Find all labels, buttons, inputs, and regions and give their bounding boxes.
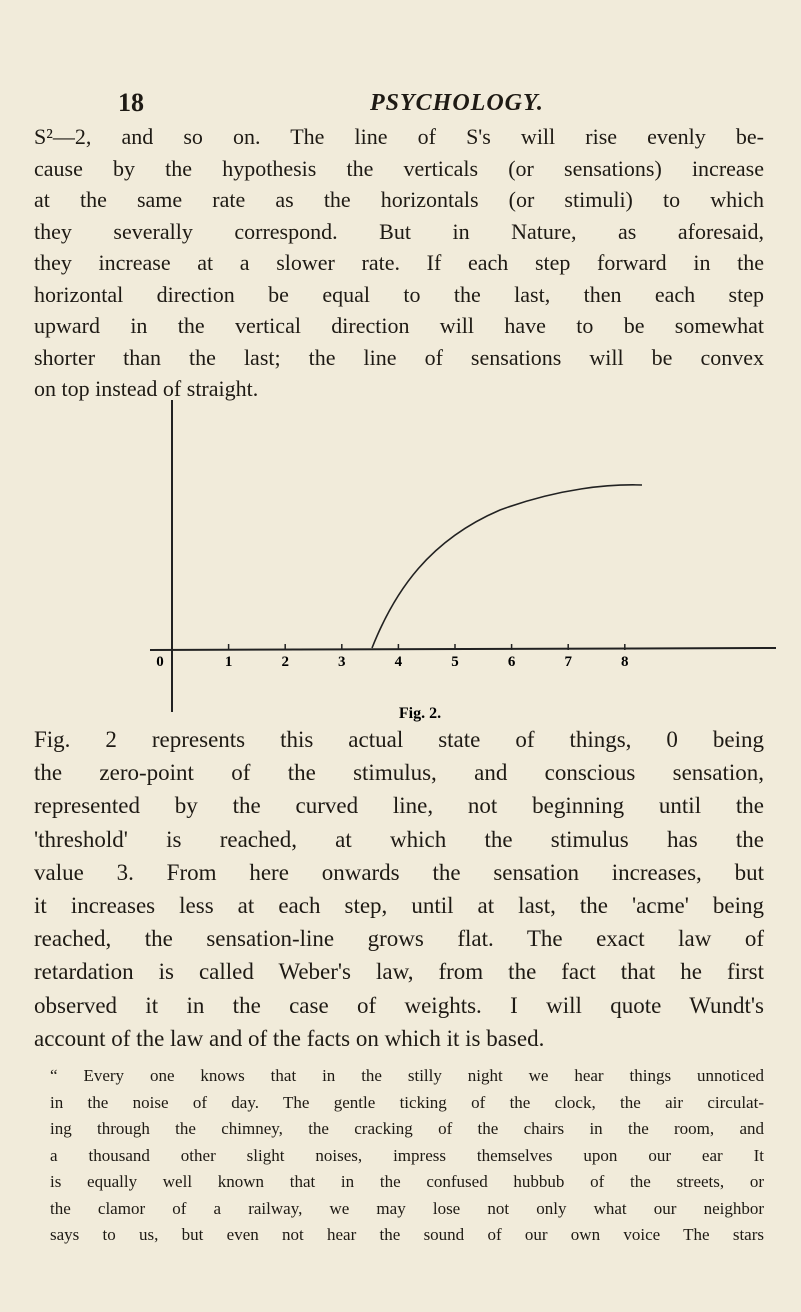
tick-label: 5	[451, 654, 459, 670]
running-title: PSYCHOLOGY.	[370, 90, 544, 116]
sensation-curve	[371, 484, 643, 649]
paragraph-line: represented by the curved line, not begi…	[34, 793, 764, 819]
paragraph-line: on top instead of straight.	[34, 376, 259, 401]
paragraph-line: Fig. 2 represents this actual state of t…	[34, 727, 764, 752]
tick-label: 2	[281, 654, 289, 670]
quote-line: in the noise of day. The gentle ticking …	[50, 1092, 764, 1112]
paragraph-line: the zero-point of the stimulus, and cons…	[34, 760, 764, 786]
horizontal-axis	[149, 647, 777, 651]
figure: 0 1 2 3 4 5 6 7 8 Fig. 2.	[149, 400, 777, 722]
tick-labels: 0 1 2 3 4 5 6 7 8	[156, 644, 629, 670]
tick-label: 4	[395, 654, 403, 670]
paragraph-line: it increases less at each step, until at…	[34, 893, 764, 918]
paragraph-line: cause by the hypothesis the verticals (o…	[34, 155, 764, 181]
paragraph-line: shorter than the last; the line of sensa…	[34, 344, 764, 370]
paragraph-line: observed it in the case of weights. I wi…	[34, 992, 764, 1018]
paragraph-line: value 3. From here onwards the sensation…	[34, 859, 764, 885]
tick-label: 0	[156, 654, 164, 670]
tick-label: 7	[564, 654, 572, 670]
quote-line: the clamor of a railway, we may lose not…	[50, 1198, 764, 1218]
paragraph-line: S²—2, and so on. The line of S's will ri…	[34, 124, 764, 149]
tick-label: 8	[621, 654, 629, 670]
paragraph-line: at the same rate as the horizontals (or …	[34, 187, 764, 212]
quote-line: a thousand other slight noises, impress …	[50, 1145, 764, 1165]
paragraph-line: retardation is called Weber's law, from …	[34, 959, 764, 985]
paragraph-line: they severally correspond. But in Nature…	[34, 218, 764, 244]
tick-label: 6	[508, 654, 516, 670]
quote-line: is equally well known that in the confus…	[50, 1172, 764, 1191]
page-number: 18	[118, 88, 144, 117]
quote-line: ing through the chimney, the cracking of…	[50, 1119, 764, 1138]
quote-line: “ Every one knows that in the stilly nig…	[50, 1066, 764, 1085]
tick-label: 3	[338, 654, 346, 670]
paragraph-line: account of the law and of the facts on w…	[34, 1025, 545, 1051]
paragraph-line: horizontal direction be equal to the las…	[34, 281, 764, 307]
paragraph-line: upward in the vertical direction will ha…	[34, 313, 764, 338]
quote-line: says to us, but even not hear the sound …	[50, 1225, 764, 1244]
tick-label: 1	[225, 654, 233, 670]
paragraph-line: 'threshold' is reached, at which the sti…	[34, 826, 764, 852]
figure-caption: Fig. 2.	[399, 705, 441, 722]
paragraph-line: they increase at a slower rate. If each …	[34, 250, 764, 275]
paragraph-line: reached, the sensation-line grows flat. …	[34, 926, 764, 952]
